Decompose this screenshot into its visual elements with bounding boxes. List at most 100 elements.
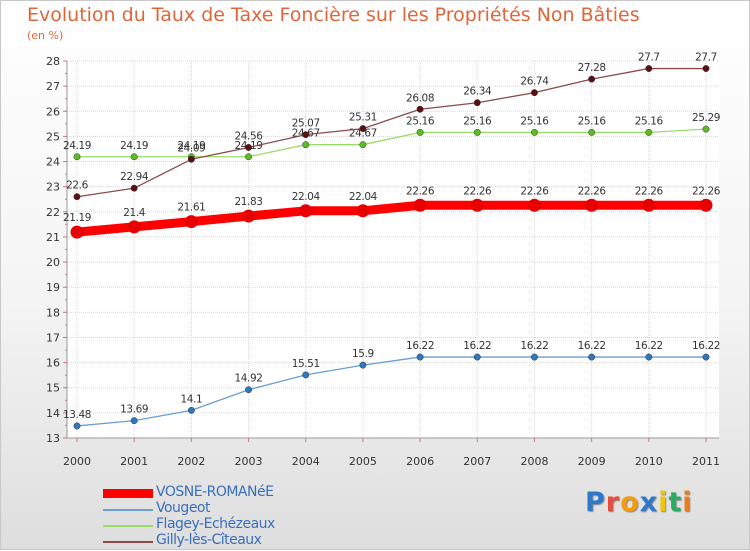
data-point [302,371,310,379]
data-label: 21.83 [235,196,263,208]
y-tick-label: 25 [46,130,60,143]
data-label: 22.26 [463,185,492,197]
data-point [531,89,538,97]
y-tick-label: 19 [46,281,60,294]
data-point [130,417,138,425]
series-line-1 [76,356,707,427]
data-point [302,141,310,149]
data-point [245,386,252,394]
data-label: 24.56 [235,130,264,142]
x-tick-label: 2003 [235,455,263,468]
legend-swatch [103,509,153,511]
data-label: 14.92 [235,373,263,385]
data-label: 22.26 [578,185,607,197]
data-point [70,225,84,239]
data-point [645,353,653,361]
data-point [73,193,81,201]
y-tick-label: 22 [46,206,60,219]
y-tick-label: 14 [46,407,60,420]
data-point [416,128,424,136]
data-label: 21.4 [123,207,145,219]
data-point [473,353,481,361]
data-point [473,99,481,107]
legend-swatch [103,541,153,543]
legend-label: Vougeot [156,500,210,516]
x-tick-label: 2010 [635,455,663,468]
data-label: 15.9 [352,348,374,360]
y-tick-label: 17 [46,331,60,344]
data-point [127,220,141,234]
data-point [702,353,710,361]
y-tick-label: 23 [46,181,60,194]
data-label: 22.26 [692,185,721,197]
data-label: 25.16 [578,115,607,127]
data-point [585,198,599,212]
data-point [470,198,484,212]
data-point [187,406,195,414]
x-tick-label: 2005 [349,455,377,468]
data-point [130,153,138,161]
data-point [642,198,656,212]
y-tick-label: 28 [46,55,60,68]
data-label: 25.16 [406,115,435,127]
data-label: 22.94 [120,171,149,183]
logo-letter: o [620,487,640,518]
data-label: 24.09 [177,142,205,154]
legend-swatch [103,489,153,498]
data-point [527,198,541,212]
legend-label: Flagey-Echézeaux [156,516,275,532]
data-point [416,353,424,361]
logo-letter: i [682,487,693,518]
data-label: 16.22 [635,340,663,352]
data-point [645,65,653,72]
proxiti-logo: Proxiti [585,487,693,518]
data-point [359,125,367,133]
legend-label: Gilly-lès-Cîteaux [156,532,262,548]
data-label: 25.07 [292,118,320,130]
data-label: 26.74 [520,76,549,88]
y-tick-label: 26 [46,105,60,118]
data-label: 26.08 [406,92,434,104]
data-label: 16.22 [520,340,548,352]
data-label: 27.7 [695,52,717,64]
logo-letter: t [668,487,683,518]
data-label: 25.29 [692,112,720,124]
series-line-3 [76,67,707,198]
data-point [702,125,710,133]
unit-label: (en %) [27,29,64,42]
data-label: 13.69 [120,404,148,416]
series-line-2 [76,128,707,158]
logo-letter: P [585,487,606,518]
data-point [588,353,596,361]
logo-letter: x [639,487,659,518]
data-label: 27.7 [638,52,660,64]
data-point [242,209,256,223]
data-point [588,128,596,136]
data-label: 22.26 [406,185,435,197]
y-tick-label: 18 [46,306,60,319]
data-point [645,128,653,136]
x-tick-label: 2001 [120,455,148,468]
data-point [359,361,367,369]
x-tick-label: 2007 [463,455,491,468]
x-tick-label: 2002 [177,455,205,468]
data-point [302,131,310,139]
data-point [130,184,138,192]
data-point [245,153,252,161]
data-label: 15.51 [292,358,320,370]
data-label: 24.19 [120,140,148,152]
data-label: 24.19 [177,140,205,152]
data-label: 21.19 [63,212,91,224]
y-tick-label: 13 [46,432,60,445]
data-label: 16.22 [692,340,720,352]
x-tick-label: 2008 [520,455,548,468]
data-point [299,204,313,218]
data-point [73,422,81,430]
data-label: 22.26 [520,185,549,197]
data-point [187,155,195,163]
y-tick-label: 16 [46,357,60,370]
y-tick-label: 21 [46,231,60,244]
data-label: 22.26 [635,185,664,197]
